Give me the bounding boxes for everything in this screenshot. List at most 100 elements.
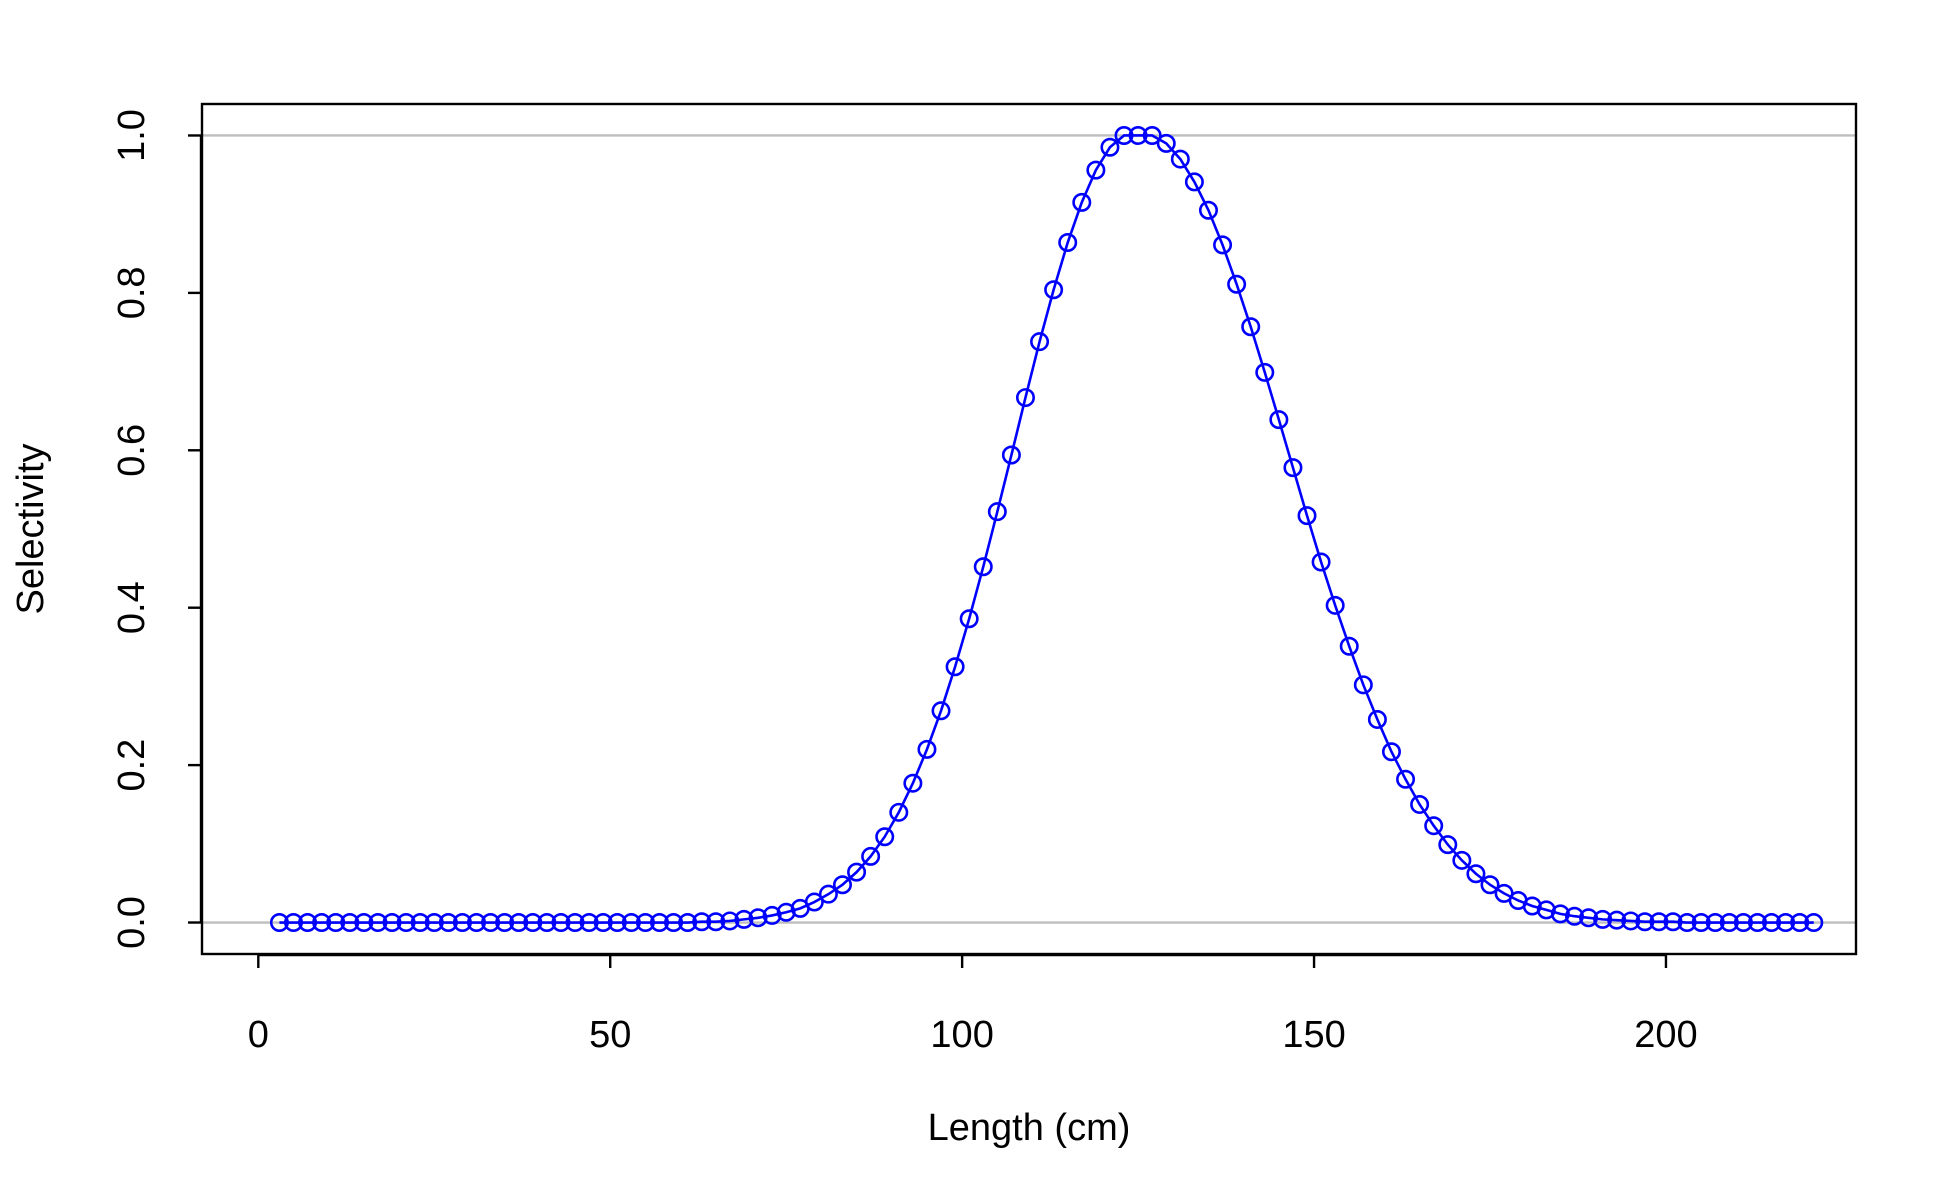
data-point bbox=[1790, 913, 1810, 933]
data-point bbox=[649, 913, 669, 933]
data-point bbox=[382, 913, 402, 933]
data-point bbox=[509, 913, 529, 933]
series-layer bbox=[269, 125, 1824, 933]
data-point bbox=[635, 913, 655, 933]
data-point bbox=[804, 892, 824, 912]
x-axis-label: Length (cm) bbox=[928, 1107, 1131, 1149]
data-point bbox=[818, 884, 838, 904]
data-point bbox=[748, 908, 768, 928]
data-point bbox=[1072, 192, 1092, 212]
data-point bbox=[1198, 200, 1218, 220]
data-point bbox=[1579, 908, 1599, 928]
data-point bbox=[354, 913, 374, 933]
data-point bbox=[1156, 133, 1176, 153]
data-point bbox=[875, 827, 895, 847]
y-tick-label: 0.2 bbox=[111, 739, 153, 792]
data-point bbox=[861, 846, 881, 866]
data-point bbox=[1044, 280, 1064, 300]
data-point bbox=[847, 862, 867, 882]
data-point bbox=[720, 911, 740, 931]
x-tick-label: 100 bbox=[930, 1014, 993, 1056]
x-tick-label: 200 bbox=[1634, 1014, 1697, 1056]
data-point bbox=[1325, 595, 1345, 615]
y-tick-label: 0.6 bbox=[111, 424, 153, 477]
data-point bbox=[1269, 410, 1289, 430]
data-point bbox=[1607, 910, 1627, 930]
data-point bbox=[1227, 274, 1247, 294]
data-point bbox=[1804, 913, 1824, 933]
data-point bbox=[931, 701, 951, 721]
data-point bbox=[326, 913, 346, 933]
data-point bbox=[1241, 317, 1261, 337]
data-point bbox=[495, 913, 515, 933]
data-point bbox=[1353, 675, 1373, 695]
data-point bbox=[438, 913, 458, 933]
data-point bbox=[424, 913, 444, 933]
data-point bbox=[1550, 904, 1570, 924]
data-point bbox=[269, 913, 289, 933]
data-point bbox=[1114, 125, 1134, 145]
data-point bbox=[1635, 912, 1655, 932]
y-tick-label: 0.4 bbox=[111, 581, 153, 634]
data-point bbox=[706, 912, 726, 932]
data-point bbox=[1438, 835, 1458, 855]
data-point bbox=[903, 773, 923, 793]
data-point bbox=[1466, 864, 1486, 884]
data-point bbox=[734, 909, 754, 929]
data-point bbox=[1058, 233, 1078, 253]
data-point bbox=[1086, 160, 1106, 180]
data-point bbox=[1733, 913, 1753, 933]
data-point bbox=[945, 657, 965, 677]
data-point bbox=[298, 913, 318, 933]
data-point bbox=[987, 502, 1007, 522]
data-point bbox=[607, 913, 627, 933]
data-point bbox=[889, 802, 909, 822]
data-point bbox=[396, 913, 416, 933]
data-point bbox=[593, 913, 613, 933]
data-point bbox=[481, 913, 501, 933]
data-point bbox=[1776, 913, 1796, 933]
data-point bbox=[565, 913, 585, 933]
data-point bbox=[1452, 850, 1472, 870]
data-point bbox=[1564, 906, 1584, 926]
data-point bbox=[1677, 913, 1697, 933]
y-tick-label: 0.0 bbox=[111, 896, 153, 949]
data-point bbox=[1184, 172, 1204, 192]
x-tick-label: 0 bbox=[248, 1014, 269, 1056]
data-point bbox=[340, 913, 360, 933]
series-line bbox=[279, 134, 1814, 924]
y-axis: 0.0 0.2 0.4 0.6 0.8 1.0 bbox=[111, 109, 203, 949]
data-point bbox=[678, 913, 698, 933]
y-tick-label: 0.8 bbox=[111, 266, 153, 319]
data-point bbox=[466, 913, 486, 933]
data-point bbox=[1381, 742, 1401, 762]
y-axis-label: Selectivity bbox=[10, 443, 52, 614]
data-point bbox=[1213, 235, 1233, 255]
data-point bbox=[368, 913, 388, 933]
data-point bbox=[917, 739, 937, 759]
data-point bbox=[1621, 911, 1641, 931]
data-point bbox=[1142, 125, 1162, 145]
data-point bbox=[523, 913, 543, 933]
data-point bbox=[410, 913, 430, 933]
x-axis: 0 50 100 150 200 bbox=[248, 953, 1698, 1056]
data-point bbox=[1691, 913, 1711, 933]
data-point bbox=[1367, 709, 1387, 729]
data-point bbox=[1410, 794, 1430, 814]
data-point bbox=[1663, 912, 1683, 932]
data-point bbox=[1015, 388, 1035, 408]
data-point bbox=[1747, 913, 1767, 933]
data-point bbox=[1762, 913, 1782, 933]
data-point bbox=[1424, 816, 1444, 836]
data-point bbox=[312, 913, 332, 933]
data-point bbox=[1719, 913, 1739, 933]
data-point bbox=[1339, 636, 1359, 656]
data-point bbox=[1297, 506, 1317, 526]
y-tick-label: 1.0 bbox=[111, 109, 153, 162]
data-point bbox=[1128, 125, 1148, 145]
data-point bbox=[1100, 137, 1120, 157]
data-point bbox=[973, 557, 993, 577]
data-point bbox=[762, 905, 782, 925]
data-point bbox=[1396, 769, 1416, 789]
